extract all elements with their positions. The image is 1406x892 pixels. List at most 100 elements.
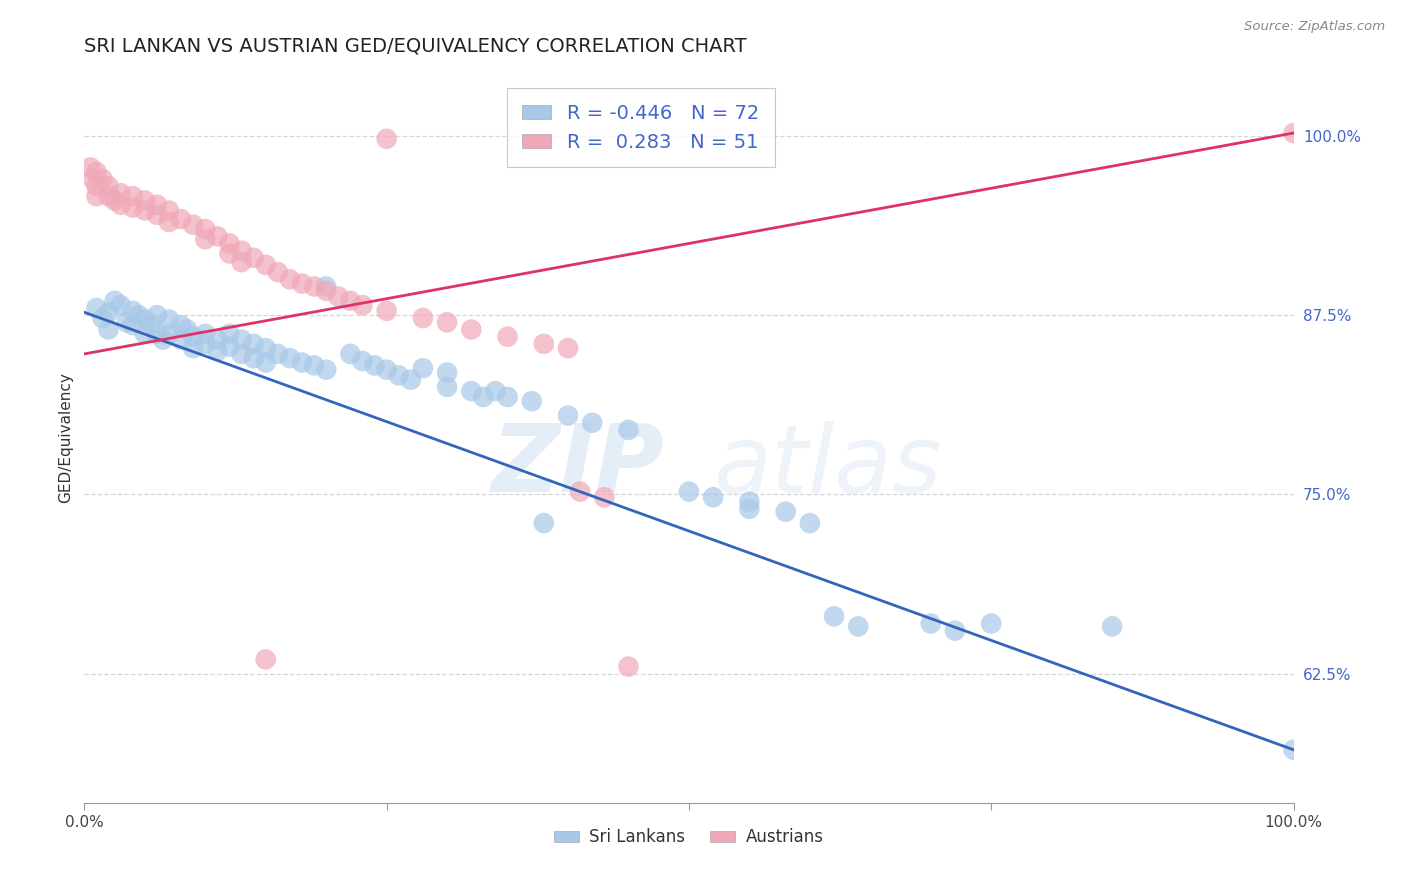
Point <box>231 255 253 269</box>
Text: Source: ZipAtlas.com: Source: ZipAtlas.com <box>1244 20 1385 33</box>
Point <box>231 333 253 347</box>
Point <box>157 215 180 229</box>
Point <box>86 301 108 315</box>
Point <box>484 384 506 399</box>
Point <box>436 366 458 380</box>
Point <box>104 194 127 208</box>
Point <box>496 390 519 404</box>
Point <box>980 616 1002 631</box>
Point <box>194 222 217 236</box>
Point <box>181 218 204 232</box>
Point <box>181 329 204 343</box>
Point <box>152 333 174 347</box>
Point <box>557 409 579 423</box>
Point <box>97 179 120 194</box>
Point <box>157 203 180 218</box>
Point <box>134 326 156 341</box>
Point <box>176 322 198 336</box>
Point <box>157 312 180 326</box>
Point <box>799 516 821 530</box>
Point <box>91 311 114 326</box>
Point <box>738 501 761 516</box>
Point <box>352 354 374 368</box>
Point <box>315 279 337 293</box>
Point <box>121 189 143 203</box>
Point <box>375 362 398 376</box>
Point <box>412 311 434 326</box>
Point <box>82 172 104 186</box>
Point <box>1282 743 1305 757</box>
Point <box>823 609 845 624</box>
Point <box>194 326 217 341</box>
Point <box>302 279 325 293</box>
Point <box>86 189 108 203</box>
Point <box>581 416 603 430</box>
Point <box>86 165 108 179</box>
Point <box>97 305 120 319</box>
Point <box>846 619 869 633</box>
Point <box>278 272 301 286</box>
Point <box>242 336 264 351</box>
Point <box>254 341 277 355</box>
Point <box>79 161 101 175</box>
Point <box>218 340 240 354</box>
Point <box>110 198 132 212</box>
Point <box>121 201 143 215</box>
Point <box>436 315 458 329</box>
Point <box>139 317 162 331</box>
Point <box>678 484 700 499</box>
Point <box>104 293 127 308</box>
Point <box>242 351 264 366</box>
Point <box>388 368 411 383</box>
Point <box>339 293 361 308</box>
Point <box>460 384 482 399</box>
Text: atlas: atlas <box>713 421 942 512</box>
Point <box>533 516 555 530</box>
Point <box>242 251 264 265</box>
Point <box>86 179 108 194</box>
Point <box>1282 126 1305 140</box>
Point <box>520 394 543 409</box>
Point <box>496 329 519 343</box>
Point <box>134 312 156 326</box>
Point <box>231 347 253 361</box>
Point <box>218 246 240 260</box>
Point <box>775 505 797 519</box>
Point <box>170 333 193 347</box>
Point <box>254 258 277 272</box>
Point <box>1101 619 1123 633</box>
Text: SRI LANKAN VS AUSTRIAN GED/EQUIVALENCY CORRELATION CHART: SRI LANKAN VS AUSTRIAN GED/EQUIVALENCY C… <box>84 37 747 56</box>
Point <box>291 277 314 291</box>
Point <box>920 616 942 631</box>
Y-axis label: GED/Equivalency: GED/Equivalency <box>58 372 73 502</box>
Point <box>738 494 761 508</box>
Point <box>146 326 169 341</box>
Point <box>278 351 301 366</box>
Legend: Sri Lankans, Austrians: Sri Lankans, Austrians <box>548 822 830 853</box>
Point <box>302 359 325 373</box>
Point <box>593 491 616 505</box>
Point <box>315 362 337 376</box>
Point <box>569 484 592 499</box>
Point <box>134 194 156 208</box>
Point <box>617 423 640 437</box>
Point <box>97 322 120 336</box>
Point <box>110 186 132 201</box>
Point <box>207 229 229 244</box>
Point <box>267 265 290 279</box>
Point <box>207 333 229 347</box>
Point <box>702 491 724 505</box>
Point <box>375 132 398 146</box>
Point <box>436 380 458 394</box>
Point <box>115 315 138 329</box>
Text: ZIP: ZIP <box>492 420 665 512</box>
Point <box>617 659 640 673</box>
Point <box>557 341 579 355</box>
Point <box>315 284 337 298</box>
Point <box>254 355 277 369</box>
Point <box>207 344 229 359</box>
Point <box>121 304 143 318</box>
Point <box>328 289 350 303</box>
Point <box>460 322 482 336</box>
Point <box>231 244 253 258</box>
